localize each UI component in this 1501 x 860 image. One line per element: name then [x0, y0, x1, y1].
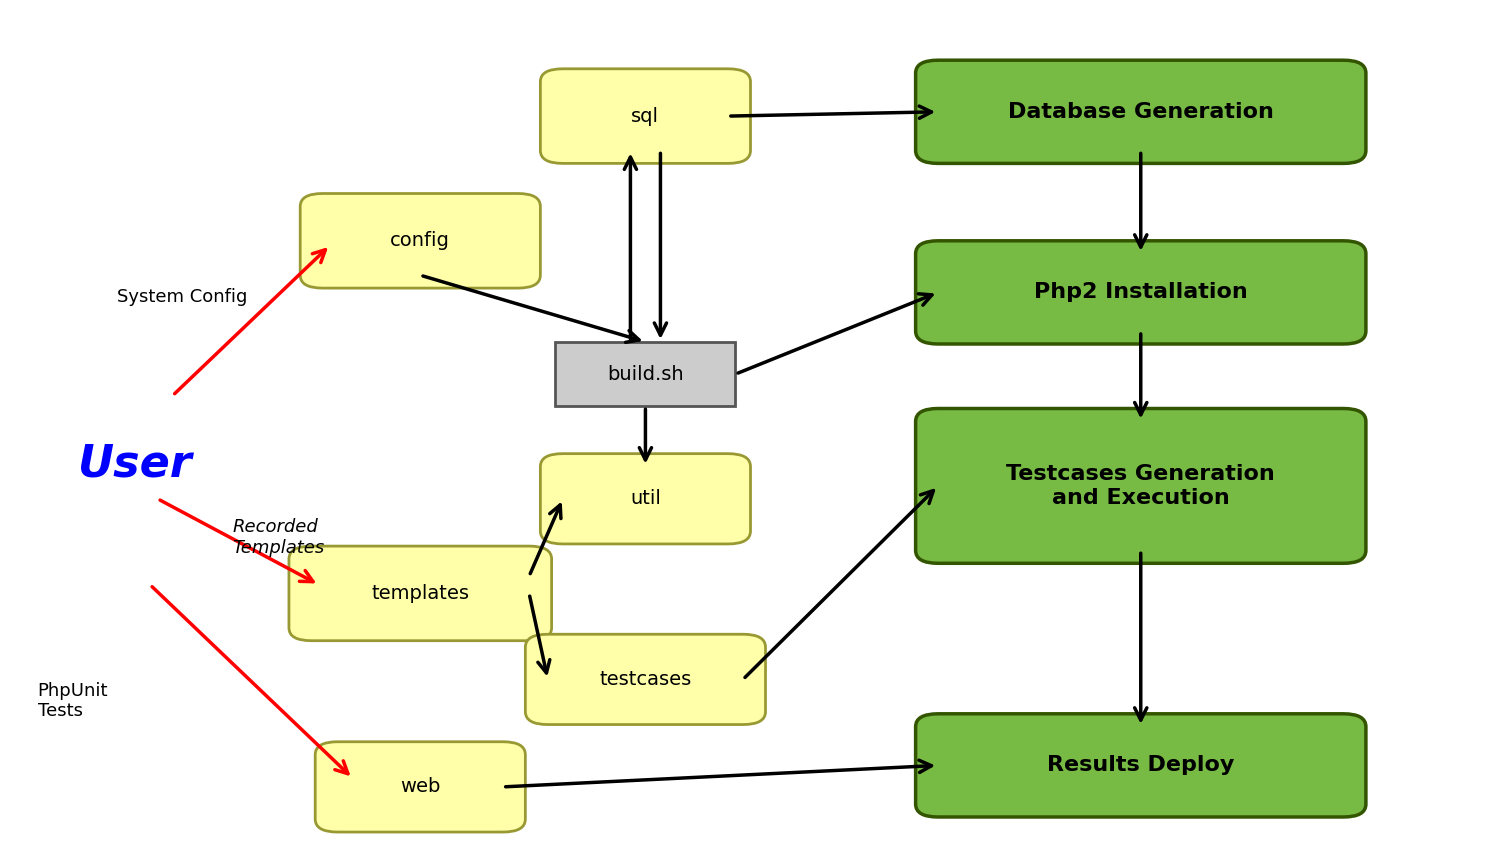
- FancyBboxPatch shape: [916, 241, 1366, 344]
- FancyBboxPatch shape: [540, 454, 750, 544]
- Text: build.sh: build.sh: [606, 365, 684, 384]
- Text: Database Generation: Database Generation: [1007, 101, 1274, 122]
- Text: Testcases Generation
and Execution: Testcases Generation and Execution: [1006, 464, 1276, 507]
- Text: templates: templates: [371, 584, 470, 603]
- Text: sql: sql: [632, 107, 659, 126]
- FancyBboxPatch shape: [288, 546, 552, 641]
- Text: config: config: [390, 231, 450, 250]
- Text: Results Deploy: Results Deploy: [1048, 755, 1234, 776]
- Text: util: util: [630, 489, 660, 508]
- FancyBboxPatch shape: [540, 69, 750, 163]
- Text: PhpUnit
Tests: PhpUnit Tests: [38, 681, 108, 721]
- FancyBboxPatch shape: [315, 741, 525, 832]
- Text: web: web: [401, 777, 440, 796]
- FancyBboxPatch shape: [916, 408, 1366, 563]
- Text: System Config: System Config: [117, 288, 248, 305]
- FancyBboxPatch shape: [916, 60, 1366, 163]
- Text: Recorded
Templates: Recorded Templates: [233, 518, 324, 557]
- FancyBboxPatch shape: [916, 714, 1366, 817]
- Text: testcases: testcases: [599, 670, 692, 689]
- FancyBboxPatch shape: [555, 342, 735, 407]
- Text: Php2 Installation: Php2 Installation: [1034, 282, 1247, 303]
- Text: User: User: [78, 443, 192, 486]
- FancyBboxPatch shape: [525, 635, 766, 724]
- FancyBboxPatch shape: [300, 194, 540, 288]
